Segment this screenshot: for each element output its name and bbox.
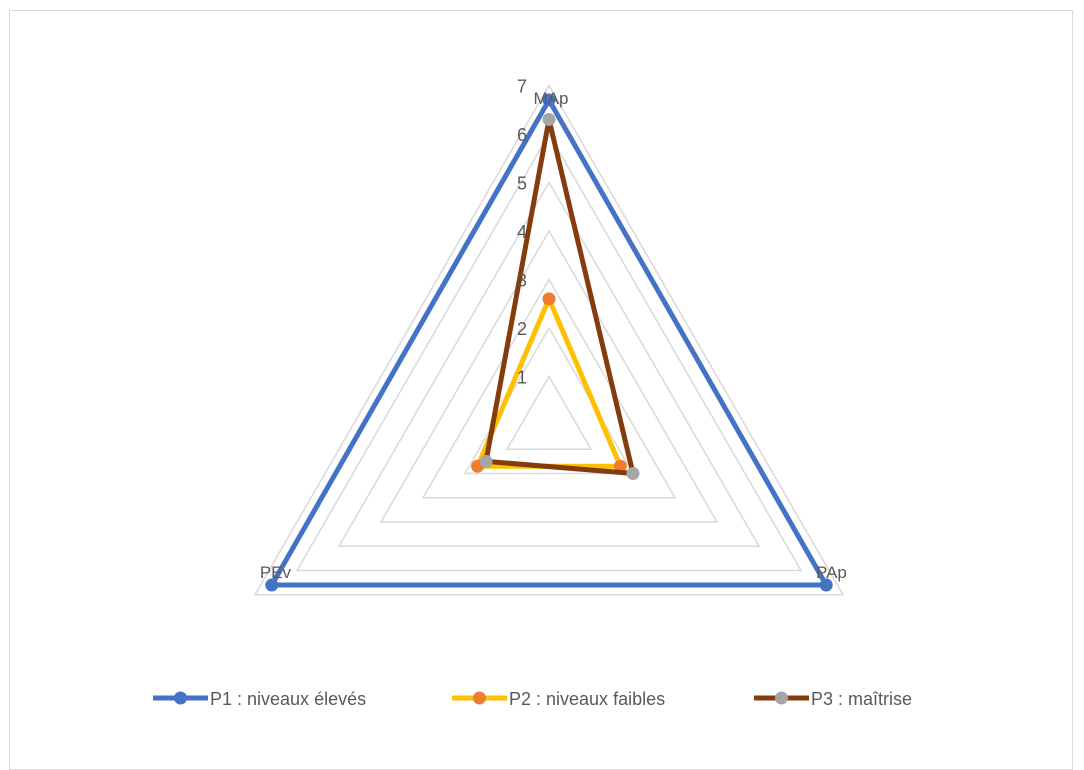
legend-swatch-marker-2	[473, 691, 486, 705]
axis-label-pap: PAp	[816, 563, 847, 582]
series-1-line	[267, 95, 831, 588]
legend: P1 : niveaux élevés P2 : niveaux faibles P…	[153, 689, 912, 709]
series-2-point-PAp	[613, 459, 627, 473]
series-1-point-MAp	[542, 93, 556, 107]
tick-label-4: 4	[517, 222, 527, 242]
gridline-4	[379, 229, 719, 523]
series-3-point-PAp	[626, 467, 640, 480]
tick-label-7: 7	[517, 77, 527, 97]
grid-layer	[253, 84, 845, 596]
series-3-line	[483, 118, 637, 477]
legend-label-1: P1 : niveaux élevés	[210, 689, 366, 709]
legend-swatch-marker-1	[174, 691, 187, 705]
tick-label-2: 2	[517, 319, 527, 339]
series-1-point-PEv	[265, 578, 279, 592]
series-2-point-MAp	[542, 292, 556, 306]
legend-label-3: P3 : maîtrise	[811, 689, 912, 709]
series-3-point-MAp	[542, 112, 556, 126]
legend-label-2: P2 : niveaux faibles	[509, 689, 665, 709]
axis-label-map: MAp	[534, 89, 569, 108]
axis-label-pev: PEv	[260, 563, 292, 582]
gridline-7	[253, 84, 845, 596]
series-1-point-PAp	[819, 578, 833, 592]
gridline-1	[505, 375, 593, 450]
tick-label-3: 3	[517, 271, 527, 291]
series-3-point-PEv	[479, 454, 493, 468]
series-layer	[265, 93, 833, 592]
gridline-6	[295, 132, 803, 572]
tick-label-1: 1	[517, 368, 527, 388]
legend-swatch-marker-3	[775, 691, 788, 705]
tick-label-6: 6	[517, 125, 527, 145]
gridline-5	[337, 181, 761, 547]
label-layer: 1 2 3 4 5 6 7 MAp PAp PEv	[260, 77, 847, 583]
tick-label-5: 5	[517, 174, 527, 194]
